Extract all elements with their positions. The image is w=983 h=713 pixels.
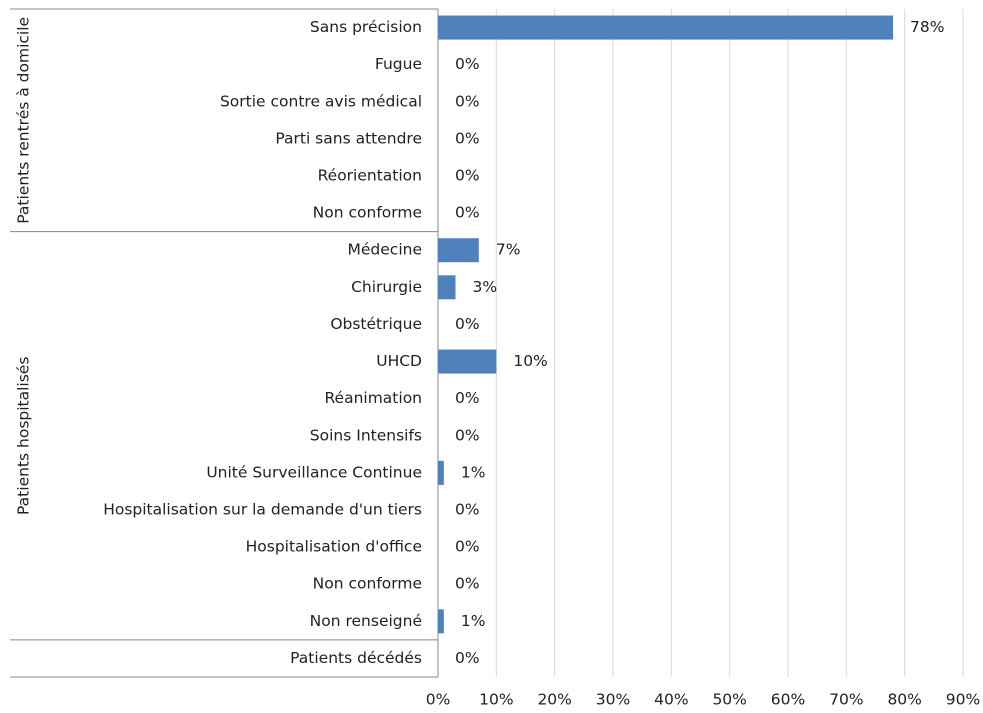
category-label: Sortie contre avis médical — [220, 92, 422, 110]
category-label: Hospitalisation d'office — [246, 538, 422, 556]
category-label: Non conforme — [313, 204, 422, 222]
x-tick-label: 40% — [654, 691, 688, 709]
x-tick-label: 60% — [771, 691, 805, 709]
category-label: Sans précision — [310, 18, 422, 36]
x-tick-label: 90% — [946, 691, 980, 709]
data-label: 0% — [455, 426, 480, 444]
bar — [438, 460, 444, 485]
x-tick-label: 80% — [887, 691, 921, 709]
category-label: Chirurgie — [351, 278, 422, 296]
bar — [438, 275, 456, 300]
x-tick-label: 70% — [829, 691, 863, 709]
bar — [438, 609, 444, 634]
data-label: 10% — [513, 352, 547, 370]
data-label: 3% — [473, 278, 498, 296]
x-tick-label: 10% — [479, 691, 513, 709]
data-label: 0% — [455, 575, 480, 593]
category-label: Hospitalisation sur la demande d'un tier… — [103, 501, 422, 519]
category-label: Soins Intensifs — [310, 426, 422, 444]
data-label: 0% — [455, 167, 480, 185]
category-label: Réanimation — [324, 389, 422, 407]
data-label: 1% — [461, 463, 486, 481]
bar — [438, 238, 479, 263]
data-label: 0% — [455, 649, 480, 667]
data-label: 0% — [455, 389, 480, 407]
x-tick-label: 0% — [426, 691, 451, 709]
data-label: 0% — [455, 55, 480, 73]
category-label: UHCD — [376, 352, 422, 370]
x-tick-label: 20% — [537, 691, 571, 709]
category-label: Parti sans attendre — [275, 129, 422, 147]
data-label: 0% — [455, 129, 480, 147]
group-label: Patients hospitalisés — [15, 357, 33, 515]
data-label: 78% — [910, 18, 944, 36]
data-label: 0% — [455, 204, 480, 222]
category-label: Obstétrique — [330, 315, 422, 333]
category-label: Non conforme — [313, 575, 422, 593]
category-label: Médecine — [348, 241, 422, 259]
group-label: Patients rentrés à domicile — [15, 17, 33, 224]
data-label: 0% — [455, 92, 480, 110]
bar — [438, 15, 893, 40]
category-label: Réorientation — [318, 167, 422, 185]
category-label: Patients décédés — [290, 649, 422, 667]
bar — [438, 349, 497, 374]
x-tick-label: 30% — [596, 691, 630, 709]
data-label: 0% — [455, 538, 480, 556]
x-tick-label: 50% — [712, 691, 746, 709]
data-label: 1% — [461, 612, 486, 630]
data-label: 0% — [455, 315, 480, 333]
category-label: Non renseigné — [310, 612, 422, 630]
category-label: Unité Surveillance Continue — [206, 463, 422, 481]
data-label: 0% — [455, 501, 480, 519]
category-label: Fugue — [375, 55, 422, 73]
data-label: 7% — [496, 241, 521, 259]
